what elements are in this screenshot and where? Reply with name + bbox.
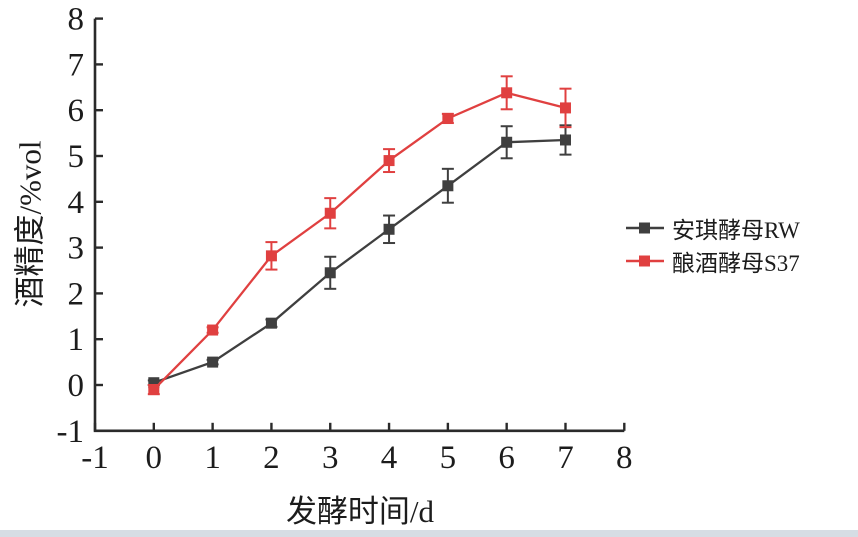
- series-0-marker: [207, 356, 219, 368]
- legend-item-series-1: 酿酒酵母S37: [625, 244, 800, 277]
- x-axis-title: 发酵时间/d: [285, 494, 435, 529]
- legend-label-series-0: 安琪酵母RW: [672, 217, 800, 243]
- page-edge-strip: [0, 530, 858, 537]
- x-tick-label: 3: [322, 440, 339, 476]
- y-tick-label: 0: [68, 368, 85, 404]
- x-tick-label: 0: [146, 440, 163, 476]
- series-1-marker: [559, 102, 571, 114]
- y-tick-label: 2: [68, 276, 85, 312]
- y-tick-label: 3: [68, 231, 85, 267]
- x-tick-label: 8: [616, 440, 633, 476]
- x-tick-label: 2: [263, 440, 280, 476]
- series-0-marker: [501, 136, 513, 148]
- series-1-marker: [148, 384, 160, 396]
- y-tick-label: 5: [68, 139, 85, 175]
- x-tick-label: 7: [557, 440, 574, 476]
- legend-symbol-series-1-icon: [626, 255, 664, 266]
- series-0-marker: [559, 134, 571, 146]
- series-0-marker: [442, 180, 454, 192]
- x-tick-label: 6: [498, 440, 515, 476]
- series-1-line: [152, 91, 566, 391]
- y-tick-label: 4: [68, 185, 85, 221]
- series-1-marker: [324, 207, 336, 219]
- series-1-marker: [501, 87, 513, 99]
- series-0-marker: [265, 317, 277, 329]
- x-tick-label: 4: [381, 440, 398, 476]
- series-1-marker: [442, 112, 454, 124]
- legend-label-series-1: 酿酒酵母S37: [672, 250, 800, 276]
- x-tick-label: 1: [204, 440, 221, 476]
- y-tick-label: 1: [68, 322, 85, 358]
- series-0-marker: [148, 377, 160, 389]
- y-tick-label: 6: [68, 93, 85, 129]
- legend: 安琪酵母RW 酿酒酵母S37: [625, 211, 800, 277]
- x-tick-label: 5: [440, 440, 457, 476]
- legend-item-series-0: 安琪酵母RW: [625, 211, 800, 244]
- legend-symbol-series-0-icon: [626, 222, 664, 233]
- series-1-marker: [383, 155, 395, 167]
- series-0-line: [153, 138, 566, 384]
- series-0-marker: [383, 223, 395, 235]
- series-1-marker: [265, 250, 277, 262]
- series-1-marker: [207, 324, 219, 336]
- series-0-marker: [324, 267, 336, 279]
- y-tick-label: 8: [68, 2, 85, 38]
- x-tick-label: -1: [81, 440, 109, 476]
- y-axis-title: 酒精度/%vol: [12, 140, 48, 308]
- y-tick-label: 7: [68, 47, 85, 83]
- y-tick-label: -1: [57, 414, 85, 450]
